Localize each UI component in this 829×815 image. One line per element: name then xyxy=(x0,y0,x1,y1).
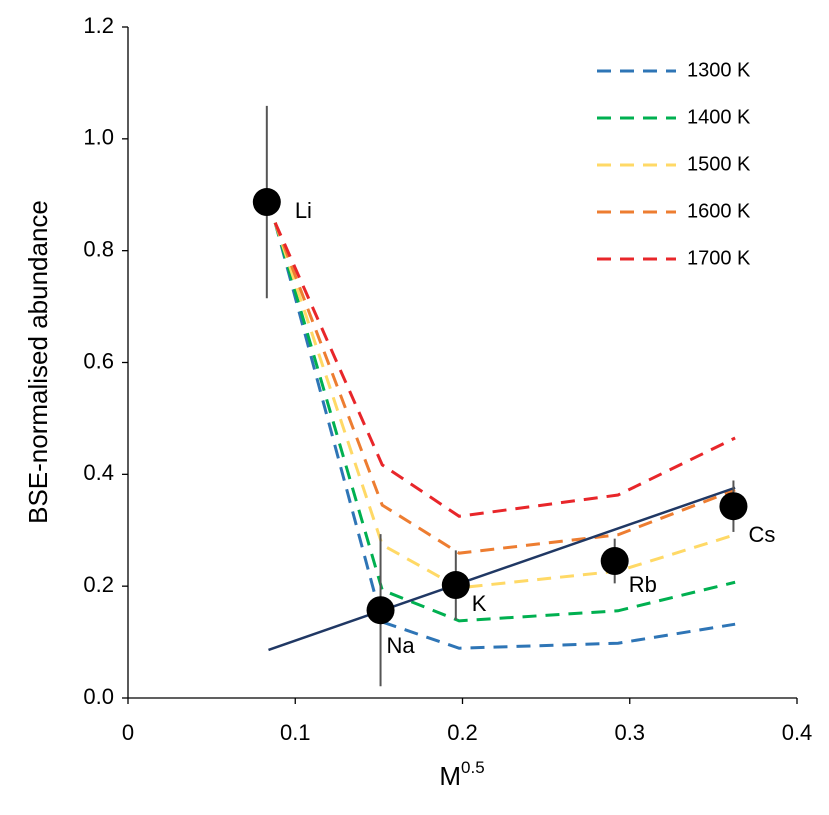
data-point xyxy=(719,492,748,521)
x-tick-label: 0.2 xyxy=(447,720,478,745)
y-tick-label: 1.2 xyxy=(83,13,114,38)
y-tick-label: 1.0 xyxy=(83,125,114,150)
point-label: Na xyxy=(387,633,416,658)
fit-line xyxy=(268,486,736,652)
model-line xyxy=(273,222,736,518)
x-tick-label: 0.4 xyxy=(782,720,813,745)
x-tick-label: 0.1 xyxy=(280,720,311,745)
data-point xyxy=(600,547,629,576)
model-line xyxy=(273,222,736,555)
y-tick-label: 0.0 xyxy=(83,684,114,709)
point-label: K xyxy=(472,591,487,616)
y-tick-label: 0.2 xyxy=(83,572,114,597)
x-axis-title-base: M xyxy=(439,761,461,791)
data-point xyxy=(441,571,470,600)
y-axis-title: BSE-normalised abundance xyxy=(23,200,53,524)
legend-label: 1400 K xyxy=(687,106,751,128)
y-tick-label: 0.6 xyxy=(83,348,114,373)
x-tick-label: 0.3 xyxy=(614,720,645,745)
model-line xyxy=(273,222,736,650)
x-axis-title: M0.5 xyxy=(439,758,484,790)
x-axis-title-superscript: 0.5 xyxy=(461,758,485,777)
model-line xyxy=(273,222,736,623)
data-point xyxy=(366,596,395,625)
x-tick-label: 0 xyxy=(122,720,134,745)
y-tick-label: 0.4 xyxy=(83,460,114,485)
data-point xyxy=(252,188,281,217)
point-label: Rb xyxy=(629,572,657,597)
legend-label: 1600 K xyxy=(687,200,751,222)
legend-label: 1300 K xyxy=(687,59,751,81)
y-tick-label: 0.8 xyxy=(83,236,114,261)
point-label: Cs xyxy=(748,522,775,547)
legend-label: 1500 K xyxy=(687,153,751,175)
point-label: Li xyxy=(295,198,312,223)
legend-label: 1700 K xyxy=(687,247,751,269)
